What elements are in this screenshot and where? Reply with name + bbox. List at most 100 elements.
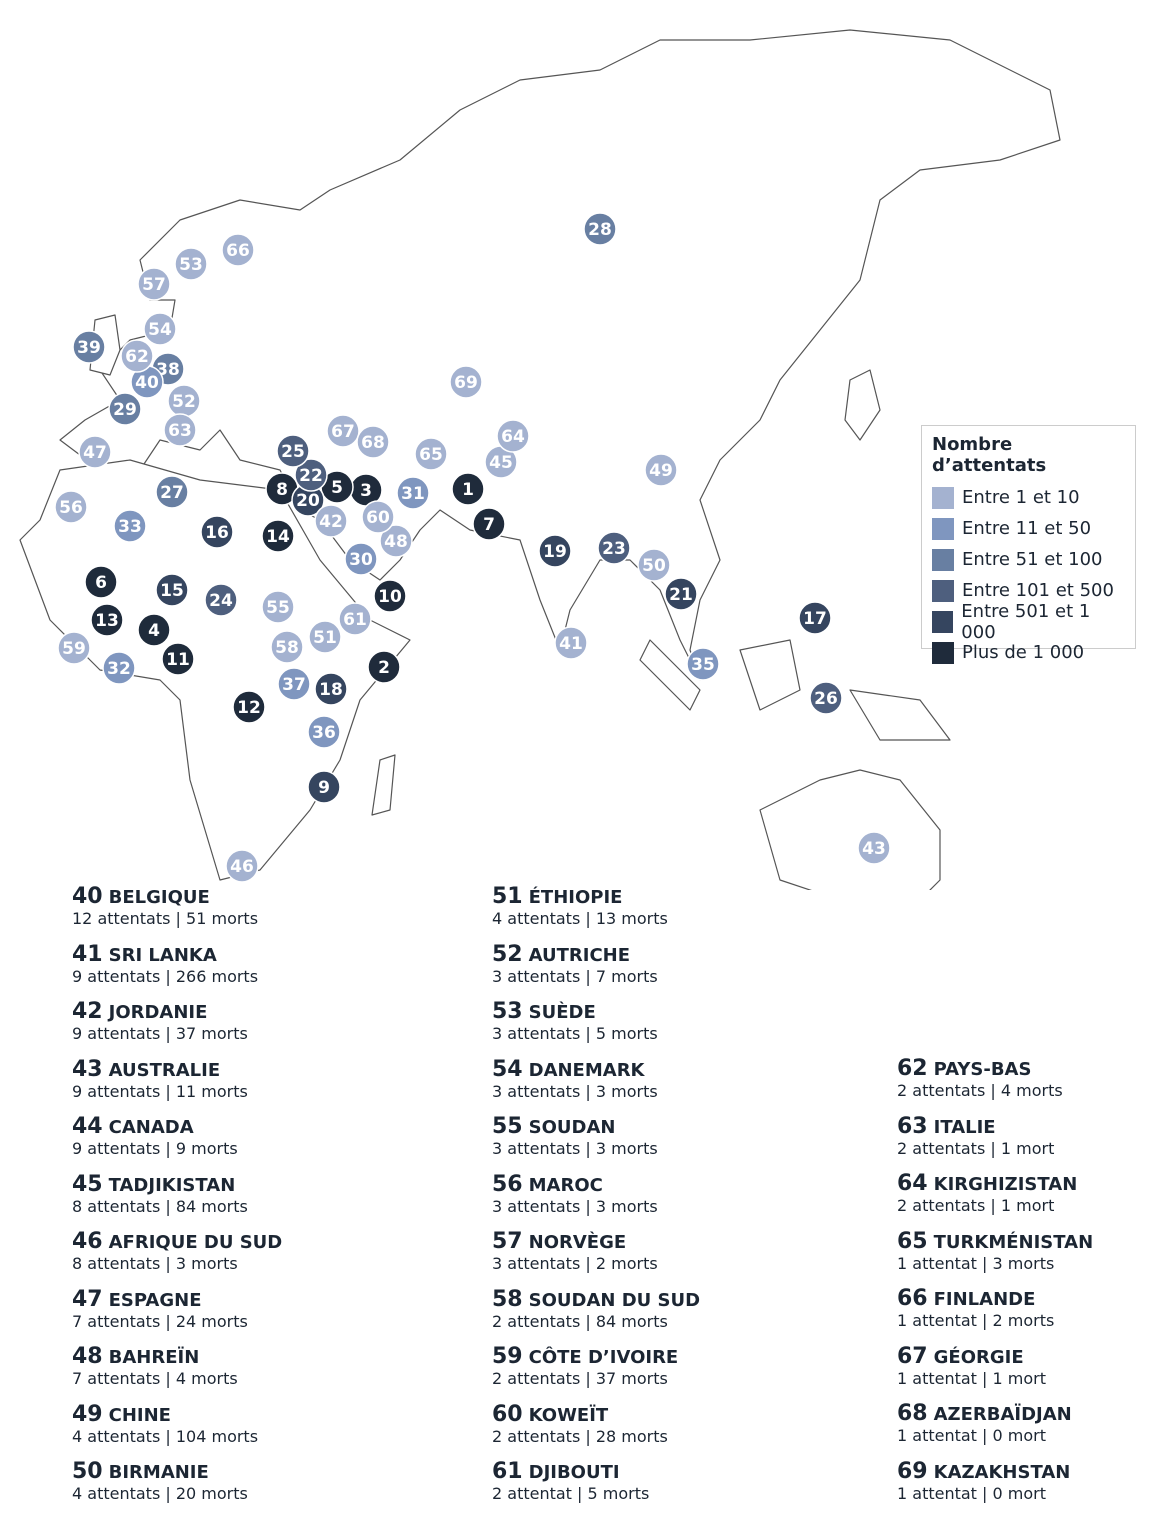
entry-country: NORVÈGE (528, 1232, 627, 1253)
entry-rank: 49 (72, 1401, 103, 1427)
list-entry: 42 JORDANIE 9 attentats | 37 morts (72, 999, 452, 1043)
marker: 4 (137, 613, 171, 647)
marker-label: 46 (230, 857, 254, 877)
marker-label: 2 (378, 658, 390, 678)
list-entry: 61 DJIBOUTI 2 attentat | 5 morts (492, 1459, 872, 1503)
entry-country: GÉORGIE (933, 1346, 1024, 1368)
list-entry: 59 CÔTE D’IVOIRE 2 attentats | 37 morts (492, 1344, 872, 1388)
list-entry: 55 SOUDAN 3 attentats | 3 morts (492, 1114, 872, 1158)
marker: 64 (496, 419, 530, 453)
entry-detail: 3 attentats | 5 morts (492, 1024, 658, 1043)
legend-item: Entre 51 et 100 (932, 544, 1125, 575)
marker: 63 (163, 413, 197, 447)
entry-country: FINLANDE (933, 1289, 1036, 1310)
marker-label: 67 (331, 422, 355, 442)
marker: 33 (113, 509, 147, 543)
entry-detail: 3 attentats | 2 morts (492, 1254, 658, 1273)
marker: 15 (155, 573, 189, 607)
legend-swatch (932, 517, 954, 540)
sumatra (639, 639, 701, 711)
entry-detail: 2 attentats | 4 morts (897, 1081, 1063, 1100)
map: 1234567891011121314151617181920212223242… (19, 29, 1061, 890)
entry-country: CHINE (108, 1404, 171, 1426)
marker: 27 (155, 475, 189, 509)
marker-label: 24 (209, 591, 233, 611)
entry-rank: 64 (897, 1171, 928, 1196)
marker: 47 (78, 435, 112, 469)
marker-label: 45 (489, 453, 513, 473)
entry-detail: 2 attentats | 37 morts (492, 1369, 668, 1388)
entry-country: CANADA (108, 1117, 194, 1138)
entry-country: AUTRICHE (528, 944, 631, 966)
marker-circle (120, 339, 154, 373)
marker-circle (163, 413, 197, 447)
entry-detail: 9 attentats | 11 morts (72, 1081, 248, 1101)
marker: 56 (54, 490, 88, 524)
japan (844, 369, 881, 441)
marker-circle (449, 365, 483, 399)
marker-label: 22 (299, 466, 323, 486)
marker-circle (308, 620, 342, 654)
list-entry: 49 CHINE 4 attentats | 104 morts (72, 1402, 452, 1446)
legend-label: Entre 1 et 10 (962, 487, 1080, 508)
marker-label: 3 (360, 481, 372, 501)
marker-label: 50 (642, 556, 666, 576)
marker-label: 17 (803, 609, 827, 629)
marker-label: 5 (331, 478, 343, 498)
marker-circle (583, 212, 617, 246)
marker-circle (108, 392, 142, 426)
entry-country: AZERBAÏDJAN (933, 1404, 1072, 1425)
marker-label: 37 (282, 675, 306, 695)
entry-detail: 3 attentats | 3 morts (492, 1081, 658, 1101)
marker-circle (472, 507, 506, 541)
entry-country: CÔTE D’IVOIRE (528, 1347, 679, 1368)
madagascar (371, 754, 396, 816)
marker-circle (155, 475, 189, 509)
marker: 62 (120, 339, 154, 373)
entry-detail: 2 attentat | 5 morts (492, 1484, 650, 1503)
entry-rank: 59 (492, 1344, 523, 1369)
list-entry: 47 ESPAGNE 7 attentats | 24 morts (72, 1287, 452, 1331)
marker-circle (637, 548, 671, 582)
marker-label: 15 (160, 581, 184, 601)
list-entry: 67 GÉORGIE 1 attentat | 1 mort (897, 1344, 1168, 1388)
marker: 13 (90, 603, 124, 637)
legend-swatch (932, 579, 954, 602)
marker-label: 40 (135, 373, 159, 393)
marker-label: 66 (226, 241, 250, 261)
entry-country: ESPAGNE (108, 1289, 202, 1311)
marker: 11 (161, 642, 195, 676)
marker-circle (356, 425, 390, 459)
marker-label: 19 (543, 542, 567, 562)
marker-label: 27 (160, 483, 184, 503)
marker: 18 (314, 672, 348, 706)
entry-rank: 55 (492, 1114, 523, 1139)
entry-detail: 9 attentats | 37 morts (72, 1024, 248, 1043)
marker: 12 (232, 690, 266, 724)
list-entry: 64 KIRGHIZISTAN 2 attentats | 1 mort (897, 1171, 1168, 1215)
entry-detail: 1 attentat | 0 mort (897, 1426, 1047, 1445)
marker-circle (204, 583, 238, 617)
entry-rank: 40 (72, 884, 103, 909)
marker-circle (57, 631, 91, 665)
legend-swatch (932, 486, 954, 509)
marker: 36 (307, 715, 341, 749)
list-entry: 53 SUÈDE 3 attentats | 5 morts (492, 999, 872, 1043)
entry-detail: 12 attentats | 51 morts (72, 909, 259, 928)
marker-label: 13 (95, 611, 119, 631)
marker-circle (307, 715, 341, 749)
marker-label: 58 (275, 638, 299, 658)
marker-circle (451, 472, 485, 506)
marker-circle (294, 458, 328, 492)
marker-label: 54 (148, 320, 172, 340)
entry-country: JORDANIE (108, 1002, 208, 1023)
marker-label: 32 (107, 659, 131, 679)
marker-circle (155, 573, 189, 607)
list-entry: 52 AUTRICHE 3 attentats | 7 morts (492, 942, 872, 986)
marker-label: 55 (266, 598, 290, 618)
marker-label: 49 (649, 461, 673, 481)
marker: 55 (261, 590, 295, 624)
marker-label: 10 (378, 587, 402, 607)
list-entry: 58 SOUDAN DU SUD 2 attentats | 84 morts (492, 1287, 872, 1331)
list-entry: 43 AUSTRALIE 9 attentats | 11 morts (72, 1057, 452, 1101)
